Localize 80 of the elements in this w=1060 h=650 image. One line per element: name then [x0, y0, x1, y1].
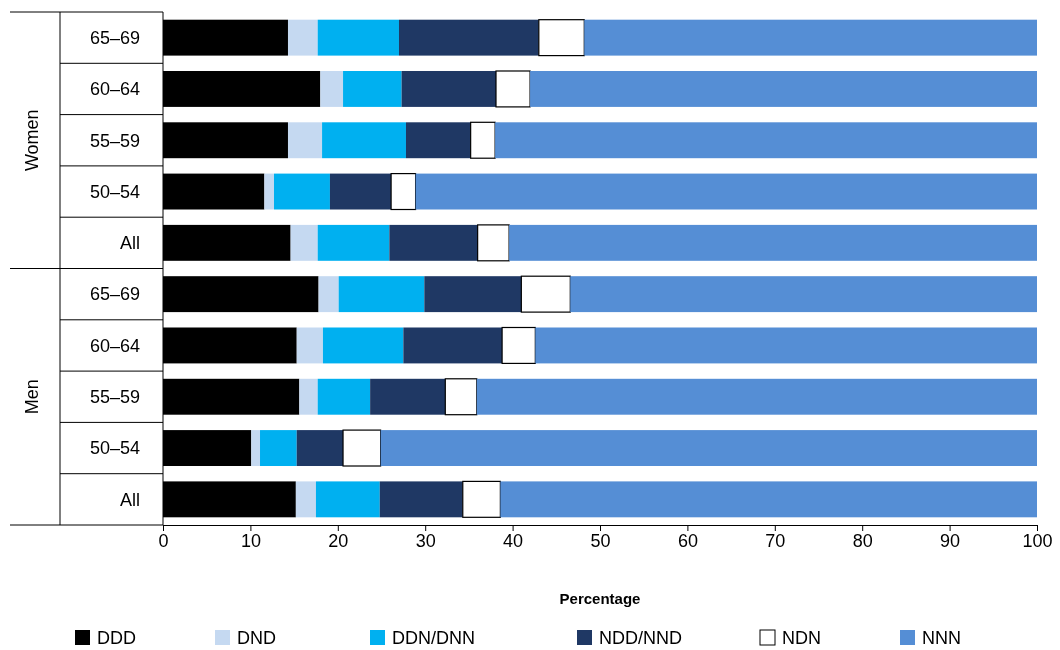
bar — [287, 122, 323, 159]
bar — [495, 70, 531, 108]
bar — [322, 122, 406, 159]
legend-label: NDD/NND — [599, 628, 682, 648]
bar — [274, 173, 330, 210]
bar — [343, 71, 402, 107]
bar — [403, 327, 503, 364]
text: Women — [22, 109, 42, 172]
y-tick-label: 65–69 — [89, 284, 140, 305]
bar — [501, 326, 536, 365]
y-tick-label: 50–54 — [89, 438, 140, 459]
x-tick-label: 30 — [415, 530, 436, 551]
y-tick-label: All — [119, 489, 140, 510]
legend-label: DND — [237, 628, 276, 648]
bar — [415, 173, 1037, 210]
bar — [299, 378, 318, 415]
y-tick-label: 55–59 — [89, 387, 140, 408]
text: Men — [22, 379, 42, 415]
bar — [264, 173, 274, 210]
bar — [462, 480, 501, 518]
bar — [287, 19, 318, 56]
bar — [398, 19, 539, 56]
bar — [520, 275, 571, 313]
y-tick-label: 55–59 — [89, 130, 140, 151]
bar — [338, 276, 425, 313]
y-tick-label: 60–64 — [89, 79, 140, 100]
x-axis-title: Percentage — [559, 590, 641, 607]
x-tick-label: 0 — [158, 530, 169, 551]
bar — [401, 71, 496, 107]
bar — [315, 481, 380, 518]
bar — [538, 19, 585, 57]
x-tick-label: 100 — [1022, 530, 1053, 551]
bar — [318, 276, 339, 313]
bar — [290, 224, 318, 261]
x-tick-label: 80 — [852, 530, 873, 551]
bar — [380, 430, 1037, 467]
x-tick-label: 50 — [590, 530, 611, 551]
bar — [322, 327, 404, 364]
bar — [530, 71, 1037, 107]
x-tick-label: 70 — [765, 530, 786, 551]
y-tick-label: 65–69 — [89, 27, 140, 48]
bar — [390, 173, 417, 211]
bar — [317, 378, 371, 415]
bar — [370, 378, 446, 415]
bar — [570, 276, 1037, 313]
bar — [535, 327, 1037, 364]
x-tick-label: 90 — [940, 530, 961, 551]
x-tick-label: 20 — [328, 530, 349, 551]
bar — [424, 276, 522, 313]
bar — [251, 430, 261, 467]
legend-label: NNN — [922, 628, 961, 648]
y-tick-label: 60–64 — [89, 335, 140, 356]
bar — [470, 121, 496, 159]
bar — [509, 224, 1037, 261]
bar — [584, 19, 1037, 56]
bar — [389, 224, 478, 261]
x-tick-label: 10 — [240, 530, 261, 551]
bar — [342, 429, 382, 467]
bar — [296, 430, 344, 467]
x-tick-label: 40 — [503, 530, 524, 551]
bar — [260, 430, 297, 467]
bar — [320, 71, 344, 107]
bar — [405, 122, 471, 159]
y-tick-label: All — [119, 233, 140, 254]
bar — [476, 378, 1037, 415]
bar — [444, 378, 478, 416]
bar — [379, 481, 463, 518]
bar — [495, 122, 1037, 159]
bar — [477, 224, 510, 262]
bar — [296, 327, 323, 364]
x-tick-label: 60 — [677, 530, 698, 551]
legend-label: DDN/DNN — [392, 628, 475, 648]
bar — [295, 481, 316, 518]
y-tick-label: 50–54 — [89, 181, 140, 202]
legend-label: NDN — [782, 628, 821, 648]
bar — [317, 19, 399, 56]
bar — [317, 224, 390, 261]
bar — [329, 173, 392, 210]
legend-label: DDD — [97, 628, 136, 648]
bar — [500, 481, 1037, 518]
